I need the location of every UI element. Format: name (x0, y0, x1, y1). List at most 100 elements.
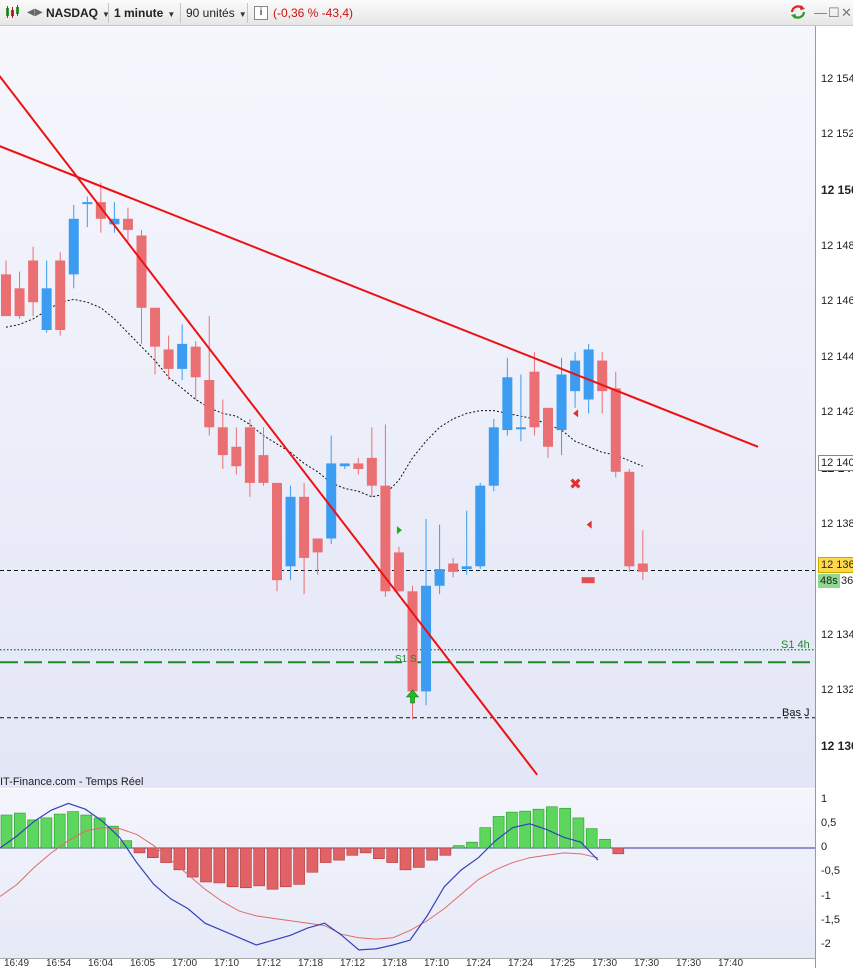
candle-body (285, 496, 296, 567)
candle-body (190, 346, 201, 378)
candle (421, 519, 432, 706)
candle-body (421, 585, 432, 692)
candle-body (543, 407, 553, 447)
candle-timer-suffix: 36 (841, 575, 853, 587)
slow-signal-line (0, 827, 599, 940)
time-axis-tick: 17:24 (508, 958, 534, 969)
candle-body (502, 377, 513, 431)
candle-body (217, 427, 228, 456)
candle-body (407, 591, 418, 692)
info-icon[interactable]: i (254, 6, 268, 20)
candle (461, 510, 472, 575)
exit-marker-icon (573, 409, 579, 418)
chevron-left-icon[interactable]: ◀ (27, 7, 35, 18)
s1-s-label: S1 S (395, 654, 417, 665)
histogram-bar (147, 847, 159, 858)
time-axis-tick: 17:40 (718, 958, 744, 969)
symbol-selector[interactable]: NASDAQ ▼ (46, 4, 110, 22)
time-axis-tick: 16:49 (4, 958, 30, 969)
candle (597, 352, 608, 414)
candle-body (68, 218, 79, 275)
time-axis-tick: 16:05 (130, 958, 156, 969)
candle-body (610, 388, 621, 472)
histogram-bar (160, 847, 172, 863)
entry-marker-icon (396, 526, 402, 535)
time-axis-tick: 17:00 (172, 958, 198, 969)
candle-body (163, 349, 174, 369)
time-axis-tick: 17:30 (592, 958, 618, 969)
time-axis-tick: 17:25 (550, 958, 576, 969)
candle (285, 485, 296, 581)
histogram-bar (373, 847, 385, 859)
candle-body (1, 274, 11, 317)
histogram-bar (213, 847, 226, 884)
candle-body (529, 371, 540, 428)
candle-body (177, 343, 188, 369)
time-axis-tick: 17:12 (340, 958, 366, 969)
histogram-bar (319, 847, 332, 863)
price-axis-tick: 12 144 (821, 350, 853, 363)
oscillator-axis-tick: -2 (821, 938, 831, 950)
refresh-icon[interactable] (789, 4, 807, 25)
price-axis-tick: 12 148 (821, 239, 853, 252)
time-axis-tick: 17:12 (256, 958, 282, 969)
oscillator-panel[interactable] (0, 789, 815, 958)
chevron-right-icon[interactable]: ▶ (35, 7, 43, 18)
candle (82, 196, 93, 228)
candle (543, 407, 553, 458)
oscillator-axis-tick: -0,5 (821, 865, 840, 878)
price-axis-tick: 12 150 (821, 183, 853, 197)
candle (55, 252, 66, 336)
minimize-icon[interactable]: — (814, 5, 827, 20)
candle-body (461, 566, 472, 570)
close-icon[interactable]: ✕ (841, 5, 852, 20)
candle-body (393, 552, 404, 592)
candle (366, 427, 377, 497)
candle-body (624, 471, 635, 567)
histogram-bar (40, 817, 53, 849)
candle-body (353, 463, 364, 469)
candle-body (258, 455, 269, 483)
time-axis-tick: 17:30 (676, 958, 702, 969)
price-chart[interactable]: ✖ S1 4h Bas J S1 S IT-Finance.com - Temp… (0, 26, 815, 788)
histogram-bar (0, 814, 13, 849)
time-axis-tick: 17:30 (634, 958, 660, 969)
price-axis[interactable] (815, 26, 853, 968)
candle (244, 418, 255, 497)
candle-body (55, 260, 66, 330)
histogram-bar (133, 847, 146, 854)
candle (502, 357, 513, 436)
candle-body (41, 288, 52, 330)
candle-body (299, 496, 310, 558)
histogram-bar (359, 847, 372, 854)
candle-body (231, 446, 242, 467)
histogram-bar (306, 847, 319, 873)
restore-icon[interactable]: ☐ (828, 5, 840, 20)
units-selector[interactable]: 90 unités ▼ (186, 4, 247, 22)
exit-marker-icon (586, 520, 592, 529)
histogram-bar (240, 847, 252, 889)
histogram-bar (186, 847, 199, 878)
time-axis-tick: 17:18 (298, 958, 324, 969)
candle (28, 246, 39, 317)
histogram-bar (173, 847, 186, 871)
histogram-bar (492, 816, 505, 849)
price-axis-tick: 12 138 (821, 517, 853, 530)
price-axis-tick: 12 142 (821, 406, 853, 419)
time-axis-tick: 16:54 (46, 958, 72, 969)
toolbar-divider (108, 3, 109, 23)
timeframe-selector[interactable]: 1 minute ▼ (114, 4, 175, 22)
buy-arrow-icon (405, 689, 420, 704)
candlestick-icon[interactable] (4, 4, 20, 22)
timeframe-label: 1 minute (114, 6, 164, 20)
candle (434, 524, 445, 595)
candle (299, 482, 310, 595)
histogram-bar (559, 807, 571, 849)
histogram-bar (53, 813, 66, 849)
bas-j-label: Bas J (782, 707, 810, 719)
histogram-bar (572, 817, 585, 849)
oscillator-chart (0, 802, 815, 951)
data-source-label: IT-Finance.com - Temps Réel (0, 776, 144, 788)
candle (136, 229, 147, 344)
candle (231, 427, 242, 475)
